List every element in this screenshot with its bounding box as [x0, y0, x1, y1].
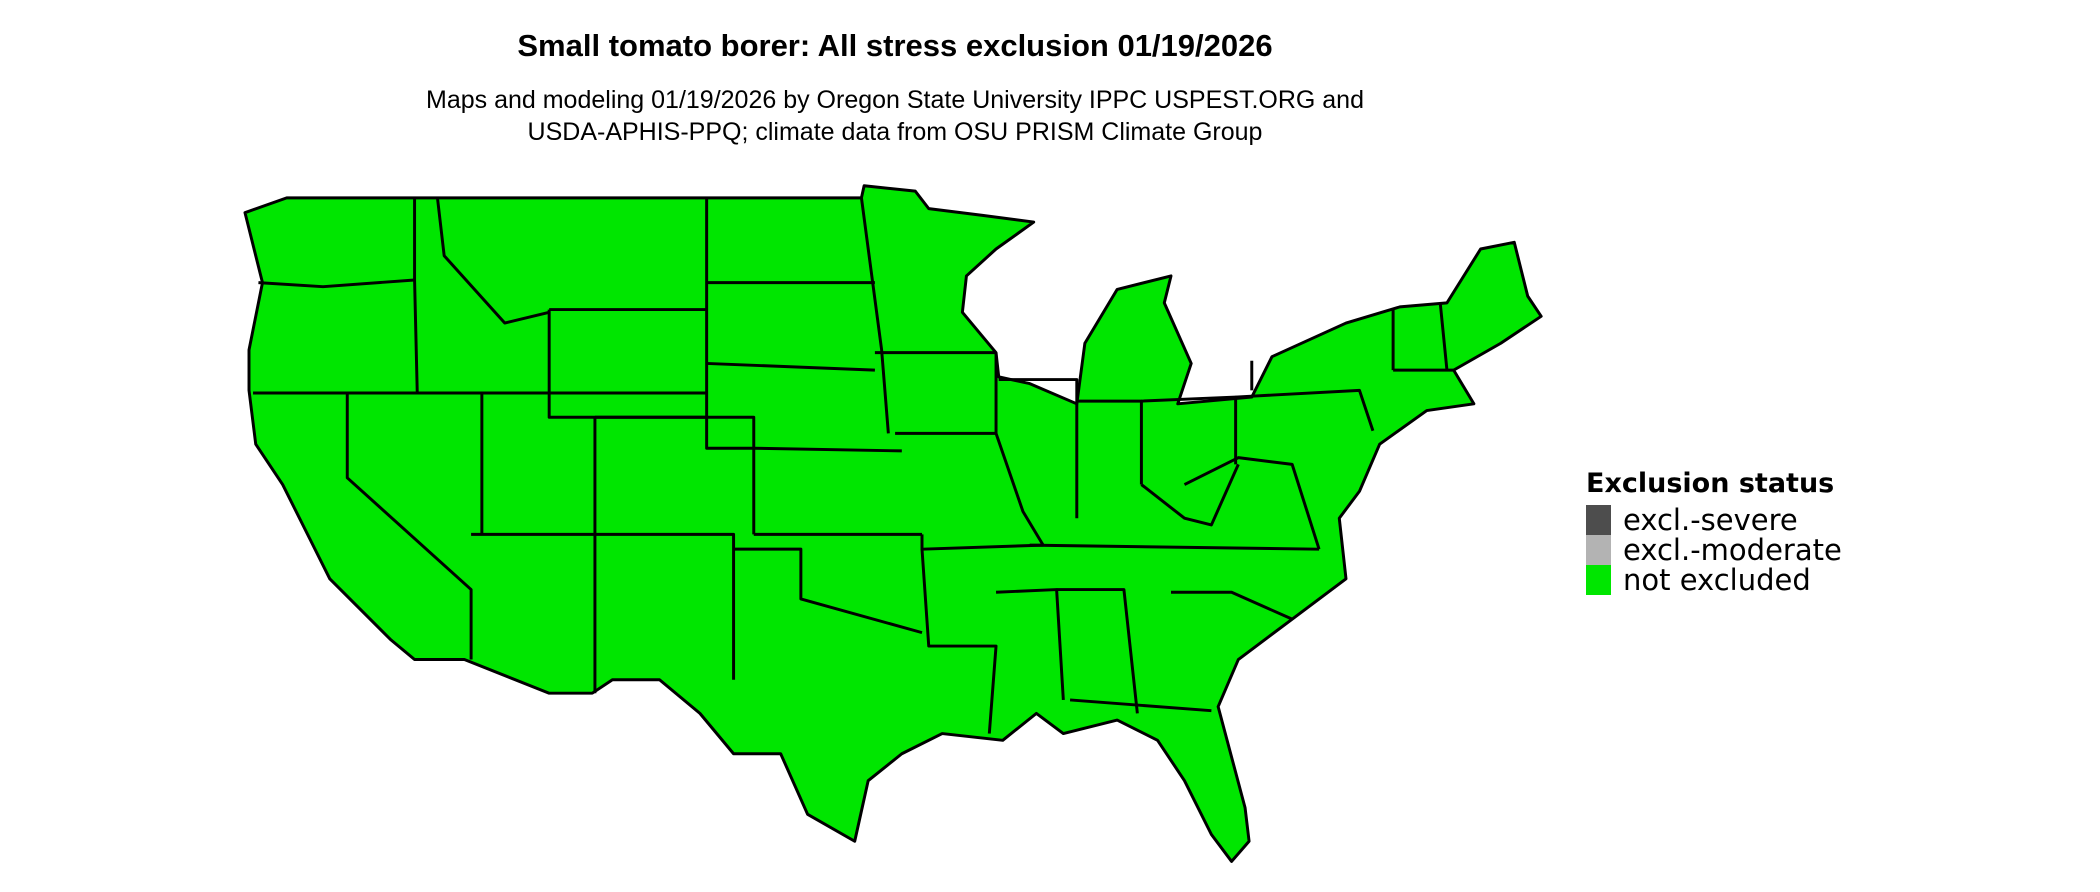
legend-label: excl.-moderate — [1623, 533, 1842, 567]
legend-item-moderate: excl.-moderate — [1586, 533, 1842, 567]
map-title: Small tomato borer: All stress exclusion… — [517, 28, 1273, 63]
legend-item-not-excluded: not excluded — [1586, 563, 1842, 597]
legend-swatch-not-excluded — [1586, 565, 1611, 595]
legend-swatch-severe — [1586, 505, 1611, 535]
legend-item-severe: excl.-severe — [1586, 503, 1842, 537]
map-subtitle: Maps and modeling 01/19/2026 by Oregon S… — [0, 84, 1790, 148]
legend-label: not excluded — [1623, 563, 1811, 597]
legend: Exclusion status excl.-severe excl.-mode… — [1586, 468, 1842, 597]
subtitle-line-2: USDA-APHIS-PPQ; climate data from OSU PR… — [527, 118, 1263, 146]
subtitle-line-1: Maps and modeling 01/19/2026 by Oregon S… — [426, 86, 1364, 114]
us-outline — [243, 184, 1543, 863]
legend-label: excl.-severe — [1623, 503, 1798, 537]
legend-swatch-moderate — [1586, 535, 1611, 565]
legend-title: Exclusion status — [1586, 468, 1835, 499]
state-boundaries — [253, 197, 1454, 734]
